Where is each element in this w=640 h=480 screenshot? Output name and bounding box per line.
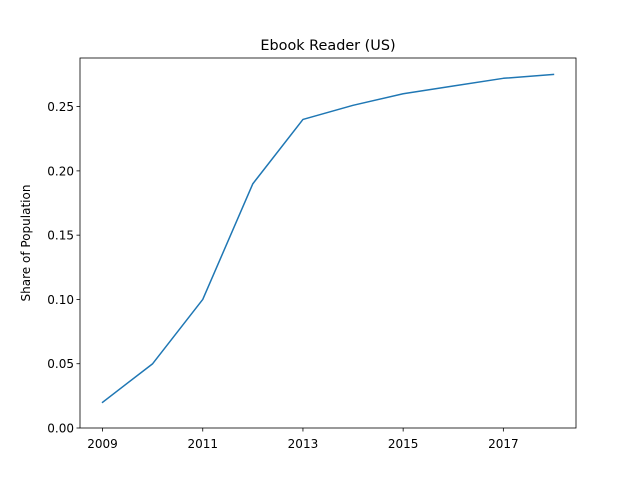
y-tick-label: 0.25 [47, 100, 74, 114]
y-tick-label: 0.05 [47, 357, 74, 371]
chart-title: Ebook Reader (US) [260, 38, 395, 54]
x-tick-label: 2013 [288, 437, 319, 451]
y-tick-label: 0.00 [47, 422, 74, 436]
y-tick-label: 0.10 [47, 293, 74, 307]
plot-frame [79, 57, 577, 429]
y-axis: 0.00 0.05 0.10 0.15 0.20 0.25 [47, 100, 80, 436]
y-tick-label: 0.15 [47, 229, 74, 243]
series-line [101, 73, 555, 404]
series-layer [101, 73, 555, 404]
x-axis: 2009 2011 2013 2015 2017 [87, 428, 519, 451]
x-tick-label: 2011 [187, 437, 218, 451]
x-tick-label: 2017 [488, 437, 519, 451]
y-tick-label: 0.20 [47, 164, 74, 178]
y-axis-label: Share of Population [19, 185, 33, 302]
x-tick-label: 2009 [87, 437, 118, 451]
x-tick-label: 2015 [388, 437, 419, 451]
